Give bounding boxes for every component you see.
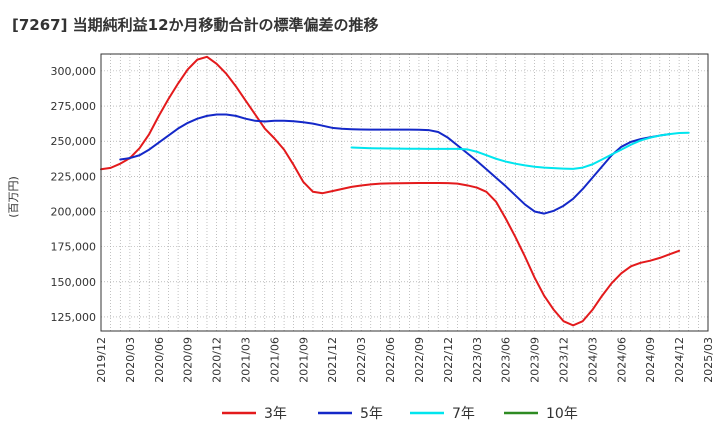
x-tick-label: 2021/12 (326, 337, 339, 383)
y-axis-label: (百万円) (7, 176, 20, 218)
chart-title: [7267] 当期純利益12か月移動合計の標準偏差の推移 (12, 16, 379, 34)
y-tick-label: 225,000 (51, 170, 97, 183)
plot-area: 125,000 150,000 175,000 200,000 225,000 250,0… (51, 53, 715, 383)
x-tick-label: 2025/03 (702, 337, 715, 383)
series-line-7年 (350, 131, 690, 170)
y-tick-label: 125,000 (51, 311, 97, 324)
y-tick-label: 175,000 (51, 241, 97, 254)
x-tick-label: 2024/03 (586, 337, 599, 383)
x-tick-label: 2022/09 (413, 337, 426, 383)
x-tick-label: 2023/09 (529, 337, 542, 383)
legend-label-7年: 7年 (452, 406, 475, 422)
y-tick-label: 150,000 (51, 276, 97, 289)
x-tick-label: 2021/03 (240, 337, 253, 383)
x-tick-label: 2024/09 (644, 337, 657, 383)
x-tick-label: 2024/12 (673, 337, 686, 383)
x-tick-label: 2019/12 (95, 337, 108, 383)
legend-label-10年: 10年 (546, 406, 578, 422)
legend-label-3年: 3年 (264, 406, 287, 422)
legend: 3年 5年 7年 10年 (222, 406, 578, 422)
x-tick-label: 2021/09 (297, 337, 310, 383)
plot-background (101, 54, 708, 331)
x-tick-label: 2023/03 (471, 337, 484, 383)
series-line-5年 (119, 113, 671, 215)
y-tick-label: 275,000 (51, 100, 97, 113)
x-tick-label: 2021/06 (268, 337, 281, 383)
x-tick-label: 2020/12 (211, 337, 224, 383)
series-line-3年 (100, 55, 681, 327)
y-tick-label: 300,000 (51, 65, 97, 78)
x-tick-label: 2024/06 (615, 337, 628, 383)
x-tick-label: 2020/06 (153, 337, 166, 383)
x-tick-label: 2022/06 (384, 337, 397, 383)
x-tick-label: 2022/03 (355, 337, 368, 383)
legend-label-5年: 5年 (360, 406, 383, 422)
x-tick-label: 2023/12 (557, 337, 570, 383)
x-tick-label: 2023/06 (500, 337, 513, 383)
x-tick-label: 2022/12 (442, 337, 455, 383)
x-tick-label: 2020/03 (124, 337, 137, 383)
x-tick-label: 2020/09 (182, 337, 195, 383)
plot-border (100, 53, 709, 332)
y-tick-label: 250,000 (51, 135, 97, 148)
y-tick-label: 200,000 (51, 205, 97, 218)
